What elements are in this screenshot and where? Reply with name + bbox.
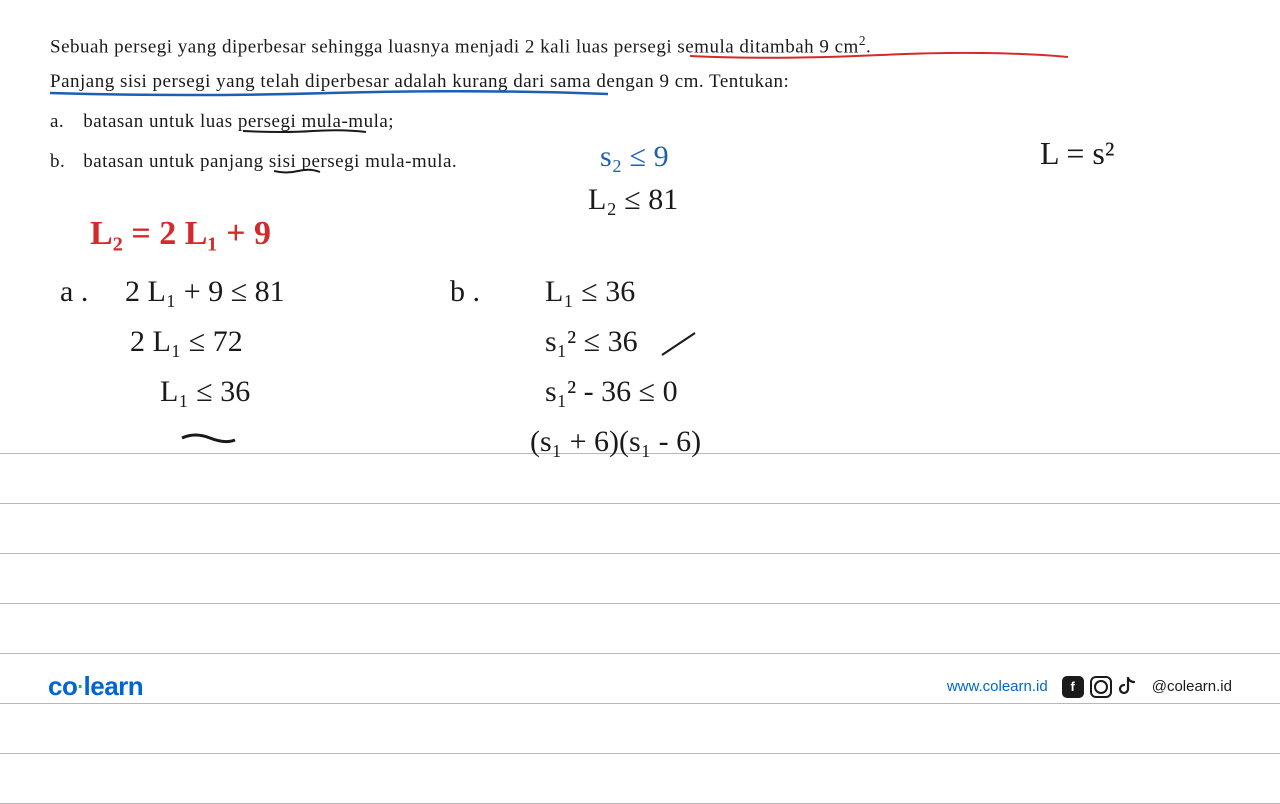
blue-underline-1 <box>50 90 610 100</box>
problem-item-a: a. batasan untuk luas persegi mula-mula; <box>50 106 1230 138</box>
item-b-text: batasan untuk panjang sisi persegi mula-… <box>83 151 457 172</box>
b-step3: s₁² - 36 ≤ 0 <box>545 375 678 409</box>
tiktok-icon <box>1118 676 1138 698</box>
logo-learn: learn <box>84 671 144 701</box>
line1-sup: 2 <box>859 33 866 48</box>
L2-equation: L₂ = 2 L₁ + 9 <box>90 215 271 253</box>
ruled-line <box>0 553 1280 554</box>
a-step2: 2 L₁ ≤ 72 <box>130 325 243 359</box>
footer: co·learn www.colearn.id f @colearn.id <box>0 671 1280 702</box>
part-b-label: b . <box>450 275 480 309</box>
ruled-line <box>0 803 1280 804</box>
item-b-letter: b. <box>50 146 78 178</box>
instagram-icon <box>1090 676 1112 698</box>
logo-co: co <box>48 671 77 701</box>
black-underline-b <box>274 168 322 176</box>
footer-right: www.colearn.id f @colearn.id <box>947 676 1232 698</box>
a-squiggle <box>180 430 240 450</box>
facebook-icon: f <box>1062 676 1084 698</box>
part-a-label: a . <box>60 275 88 309</box>
social-icons: f <box>1062 676 1138 698</box>
L2-leq-81: L₂ ≤ 81 <box>588 183 678 217</box>
red-underline-1 <box>690 52 1070 64</box>
s2-leq-9: s₂ ≤ 9 <box>600 140 669 174</box>
a-step3: L₁ ≤ 36 <box>160 375 250 409</box>
formula-L-eq-s2: L = s² <box>1040 135 1114 172</box>
b-step1: L₁ ≤ 36 <box>545 275 635 309</box>
ruled-line <box>0 753 1280 754</box>
problem-line-1: Sebuah persegi yang diperbesar sehingga … <box>50 30 1230 64</box>
line2-text: Panjang sisi persegi yang telah diperbes… <box>50 71 789 92</box>
website-url: www.colearn.id <box>947 678 1048 695</box>
ruled-line <box>0 603 1280 604</box>
item-a-letter: a. <box>50 106 78 138</box>
problem-line-2: Panjang sisi persegi yang telah diperbes… <box>50 66 1230 98</box>
a-step1: 2 L₁ + 9 ≤ 81 <box>125 275 285 309</box>
colearn-logo: co·learn <box>48 671 143 702</box>
b-step4: (s₁ + 6)(s₁ - 6) <box>530 425 701 459</box>
ruled-line <box>0 703 1280 704</box>
social-handle: @colearn.id <box>1152 678 1232 695</box>
b-strike-36 <box>660 330 700 360</box>
ruled-line <box>0 503 1280 504</box>
b-step2: s₁² ≤ 36 <box>545 325 638 359</box>
black-underline-a <box>243 128 368 136</box>
ruled-line <box>0 653 1280 654</box>
